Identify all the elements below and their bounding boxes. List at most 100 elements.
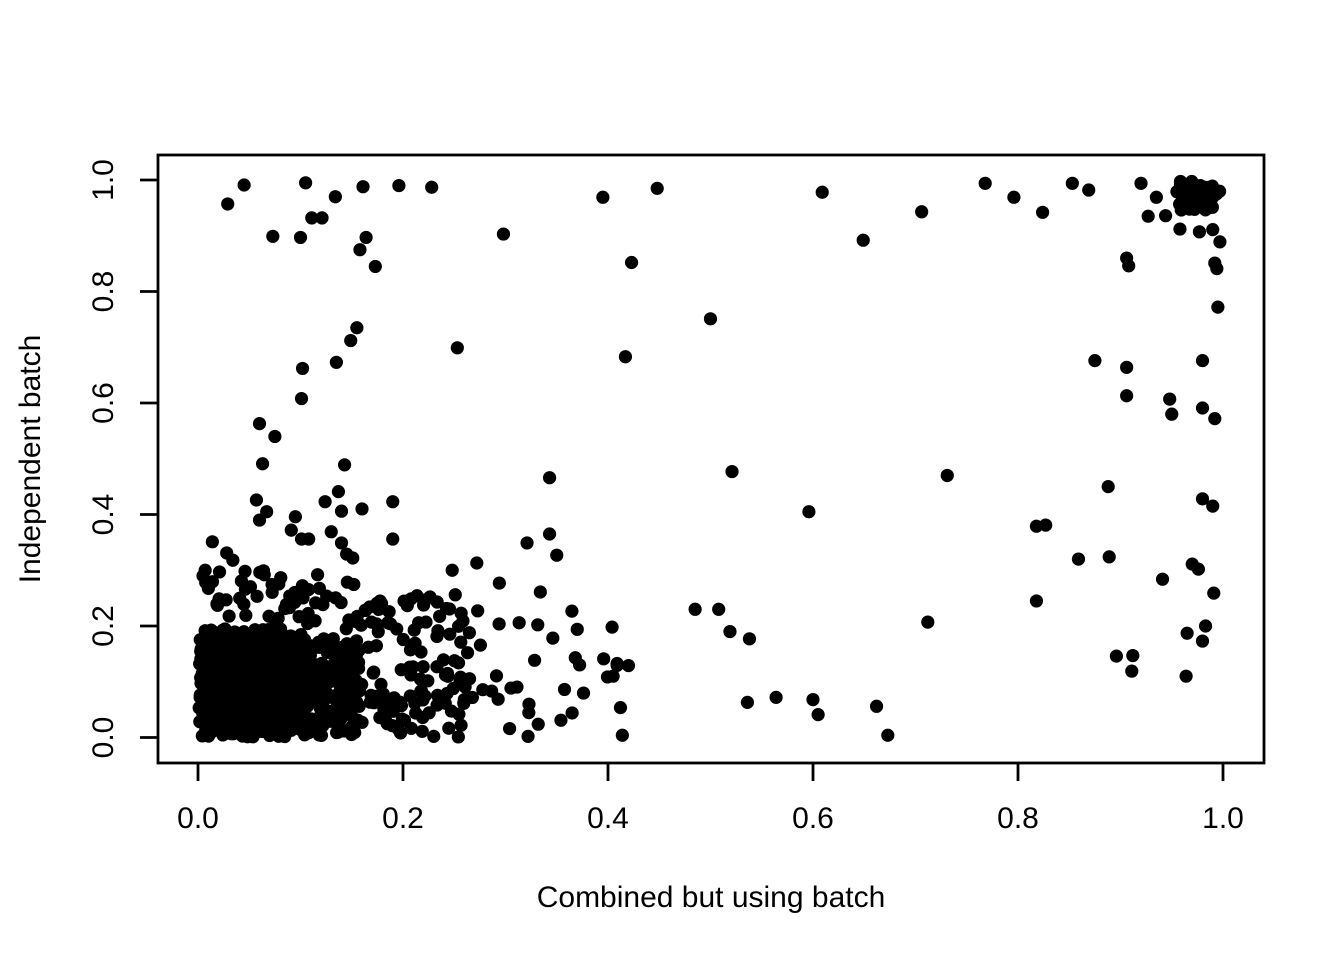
data-point (422, 706, 436, 720)
data-point (328, 190, 342, 204)
data-point (218, 713, 232, 727)
x-axis-ticks: 0.0 0.2 0.4 0.6 0.8 1.0 (177, 763, 1244, 835)
data-point (452, 707, 466, 721)
data-point (1141, 209, 1155, 223)
data-point (255, 457, 270, 471)
data-point (1179, 669, 1193, 683)
scatter-points (192, 174, 1227, 744)
data-point (1195, 634, 1210, 648)
data-point (448, 588, 462, 602)
data-point (322, 664, 336, 679)
data-point (492, 576, 506, 590)
data-point (441, 669, 455, 683)
data-point (1102, 550, 1116, 564)
data-point (570, 622, 584, 636)
data-point (295, 579, 309, 593)
data-point (353, 243, 367, 257)
data-point (531, 717, 545, 731)
data-point (471, 604, 485, 618)
data-point (219, 725, 233, 739)
data-point (550, 548, 564, 562)
data-point (1036, 205, 1050, 219)
data-point (291, 720, 305, 734)
data-point (415, 724, 429, 738)
data-point (295, 361, 310, 376)
data-point (451, 656, 466, 670)
data-point (1088, 354, 1102, 368)
data-point (496, 227, 511, 241)
data-point (400, 599, 414, 613)
data-point (815, 185, 829, 199)
data-point (208, 653, 222, 667)
data-point (350, 321, 364, 335)
data-point (450, 341, 464, 355)
data-point (351, 655, 366, 670)
y-tick-label: 1.0 (87, 159, 120, 201)
y-tick-label: 0.0 (87, 717, 120, 759)
data-point (334, 536, 349, 550)
data-point (302, 725, 317, 739)
data-point (391, 722, 405, 736)
data-point (309, 596, 323, 610)
data-point (205, 535, 219, 549)
data-point (396, 632, 410, 647)
data-point (460, 646, 475, 660)
data-point (742, 632, 757, 646)
data-point (1155, 572, 1170, 586)
data-point (340, 575, 354, 589)
data-point (330, 711, 344, 726)
data-point (1207, 586, 1221, 600)
data-point (802, 505, 816, 519)
data-point (237, 625, 251, 639)
data-point (239, 677, 254, 691)
data-point (322, 675, 336, 689)
data-point (425, 180, 439, 194)
data-point (978, 176, 992, 190)
data-point (298, 657, 312, 671)
data-point (299, 176, 313, 190)
data-point (238, 564, 252, 578)
data-point (300, 699, 314, 713)
data-point (387, 691, 401, 705)
data-point (1163, 392, 1177, 406)
data-point (253, 692, 268, 706)
data-point (473, 638, 488, 652)
data-point (856, 233, 870, 247)
data-point (302, 532, 316, 546)
data-point (1039, 518, 1053, 532)
data-point (1195, 354, 1210, 368)
data-point (440, 686, 454, 701)
data-point (1175, 198, 1190, 212)
data-point (445, 563, 459, 577)
plot-border-box (156, 153, 1266, 765)
data-point (310, 568, 325, 582)
data-point (940, 468, 954, 483)
data-point (1134, 176, 1148, 190)
data-point (869, 699, 884, 713)
data-point (520, 536, 534, 550)
data-point (769, 690, 783, 704)
data-point (361, 640, 375, 654)
data-point (198, 563, 212, 577)
x-tick-label: 0.0 (177, 802, 219, 835)
data-point (1173, 174, 1188, 189)
data-point (1206, 499, 1220, 513)
data-point (1007, 190, 1021, 204)
data-point (366, 666, 380, 680)
data-point (316, 634, 330, 648)
data-point (442, 721, 456, 735)
data-point (596, 190, 610, 204)
data-point (320, 644, 334, 658)
data-point (409, 706, 423, 720)
data-point (416, 693, 430, 707)
data-point (264, 705, 278, 720)
data-point (430, 595, 444, 609)
data-point (318, 495, 332, 509)
data-point (806, 692, 820, 707)
data-point (725, 464, 739, 479)
data-point (266, 229, 280, 243)
data-point (245, 729, 259, 743)
data-point (1173, 222, 1187, 236)
data-point (606, 669, 620, 683)
